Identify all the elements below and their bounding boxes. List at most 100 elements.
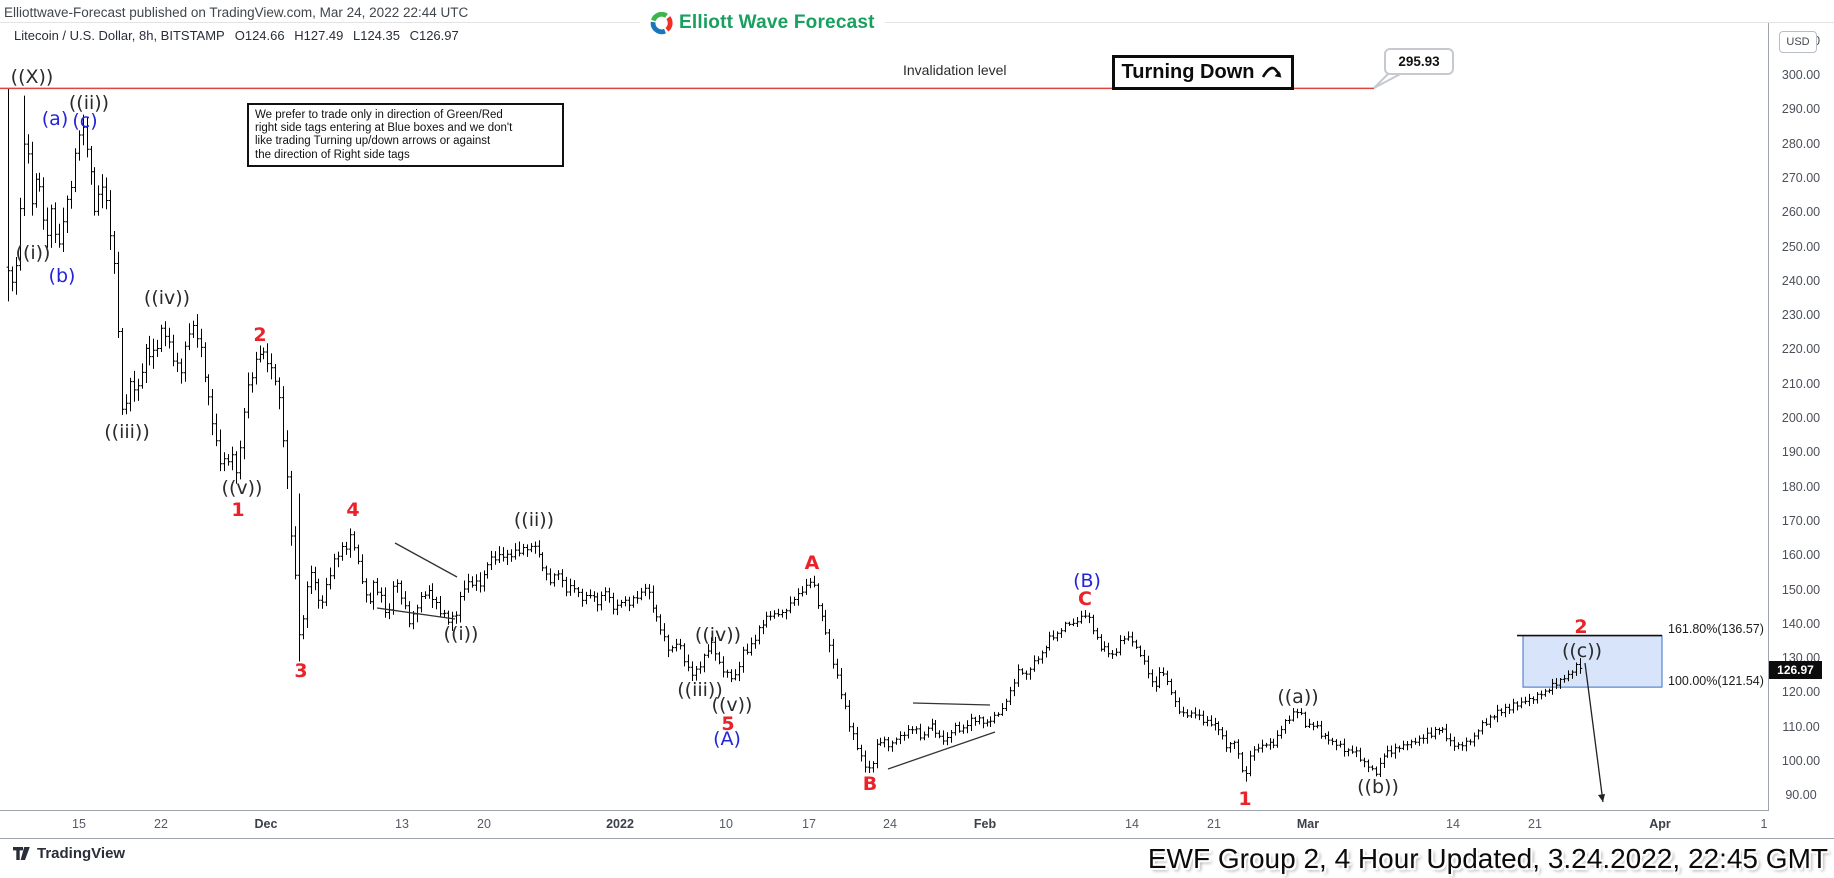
- current-price-badge: 126.97: [1769, 661, 1822, 679]
- price-axis-label: 260.00: [1781, 205, 1821, 220]
- triangle-lower-line: [887, 731, 996, 770]
- invalidation-level-label: Invalidation level: [903, 62, 1007, 78]
- note-line: right side tags entering at Blue boxes a…: [255, 122, 513, 135]
- wave-label: 4: [346, 499, 360, 521]
- wave-label: (c): [72, 110, 98, 132]
- time-axis-label: 24: [883, 817, 897, 831]
- wave-label: ((ii)): [68, 92, 110, 114]
- wave-label: ((v)): [221, 477, 263, 499]
- wave-label: (b): [48, 265, 76, 287]
- price-axis-label: 90.00: [1785, 788, 1817, 803]
- wedge-upper-line: [394, 542, 458, 578]
- time-axis-label: 1: [1760, 817, 1768, 831]
- price-axis-label: 160.00: [1781, 548, 1821, 563]
- wave-label: ((i)): [443, 623, 479, 645]
- wave-label: 3: [294, 660, 308, 682]
- price-axis-label: 240.00: [1781, 273, 1821, 288]
- wave-label: 1: [231, 499, 245, 521]
- ewf-logo-icon: [650, 11, 673, 35]
- fib-100-label: 100.00%(121.54): [1668, 674, 1764, 688]
- price-axis-label: 170.00: [1781, 513, 1821, 528]
- blue-box: [1522, 635, 1663, 688]
- time-axis-label: 17: [802, 817, 816, 831]
- wave-label: ((a)): [1277, 686, 1319, 708]
- tradingview-logo-text: TradingView: [37, 845, 126, 862]
- time-axis-label: Feb: [973, 817, 997, 831]
- wave-label: C: [1078, 588, 1092, 610]
- turning-down-arrow-icon: [1262, 64, 1284, 81]
- price-axis-label: 230.00: [1781, 308, 1821, 323]
- trading-note-box: We prefer to trade only in direction of …: [247, 103, 564, 167]
- note-line: the direction of Right side tags: [255, 148, 410, 161]
- header-separator: [0, 22, 1834, 23]
- wave-label: 5: [721, 713, 735, 735]
- price-axis-label: 250.00: [1781, 239, 1821, 254]
- time-axis-label: 21: [1528, 817, 1542, 831]
- tradingview-logo[interactable]: TradingView: [12, 845, 125, 862]
- wave-label: (a): [41, 108, 69, 130]
- time-axis[interactable]: 15 22 Dec 13 20 2022 10 17 24 Feb 14 21 Mar 14 21 Apr 1: [0, 811, 1834, 838]
- wave-label: ((ii)): [513, 509, 555, 531]
- wave-label: ((b)): [1357, 776, 1399, 798]
- price-axis-label: 150.00: [1781, 582, 1821, 597]
- price-axis-label: 140.00: [1781, 616, 1821, 631]
- time-axis-label: 14: [1446, 817, 1460, 831]
- wave-label: ((v)): [711, 694, 753, 716]
- wave-label: ((i)): [15, 242, 51, 264]
- tradingview-logo-icon: [12, 845, 31, 862]
- wedge-lower-line: [376, 607, 456, 620]
- time-axis-label: 10: [719, 817, 733, 831]
- wave-label: 1: [1238, 788, 1252, 810]
- price-axis-label: 280.00: [1781, 136, 1821, 151]
- fib-161-label: 161.80%(136.57): [1668, 622, 1764, 636]
- time-axis-label: 22: [154, 817, 168, 831]
- ohlc-bars: [6, 88, 1583, 782]
- published-line: Elliottwave-Forecast published on Tradin…: [4, 5, 469, 20]
- wave-label: ((iv)): [143, 287, 191, 309]
- time-axis-bottom-border: [0, 838, 1834, 839]
- time-axis-label: 21: [1207, 817, 1221, 831]
- time-axis-border: [0, 810, 1768, 811]
- price-axis-label: 190.00: [1781, 445, 1821, 460]
- wave-label: (B): [1073, 570, 1101, 592]
- wave-label: ((c)): [1561, 640, 1603, 662]
- price-axis-label: 100.00: [1781, 754, 1821, 768]
- turning-down-label: Turning Down: [1121, 61, 1255, 83]
- time-axis-label: 2022: [606, 817, 634, 831]
- price-axis-label: 180.00: [1781, 479, 1821, 494]
- time-axis-label: 13: [395, 817, 409, 831]
- wave-label: ((iii)): [104, 421, 150, 443]
- wave-label: 2: [1574, 616, 1588, 638]
- projection-arrow: [1584, 662, 1604, 803]
- price-axis-label: 120.00: [1781, 685, 1821, 700]
- projection-arrowhead: [1598, 794, 1605, 802]
- turning-down-box: Turning Down: [1112, 55, 1294, 90]
- wave-label: B: [862, 773, 878, 795]
- wave-label: (A): [713, 728, 741, 750]
- legend-ohlc: O124.66 H127.49 L124.35 C126.97: [234, 28, 459, 43]
- ewf-banner-text: EWF Group 2, 4 Hour Updated, 3.24.2022, …: [1147, 843, 1828, 874]
- time-axis-label: Mar: [1296, 817, 1320, 831]
- price-axis-label: 290.00: [1781, 102, 1821, 117]
- time-axis-label: Apr: [1649, 817, 1671, 831]
- time-axis-label: Dec: [254, 817, 278, 831]
- time-axis-label: 20: [477, 817, 491, 831]
- wave-label: ((iii)): [677, 679, 723, 701]
- time-axis-label: 14: [1125, 817, 1139, 831]
- wave-label: ((iv)): [694, 624, 742, 646]
- time-axis-label: 15: [72, 817, 86, 831]
- currency-usd-button[interactable]: USD: [1779, 31, 1817, 53]
- ewf-logo-text: Elliott Wave Forecast: [679, 12, 875, 33]
- chart-legend: Litecoin / U.S. Dollar, 8h, BITSTAMP O124…: [14, 28, 459, 43]
- price-axis-label: 200.00: [1781, 411, 1821, 425]
- wave-label: A: [804, 552, 820, 574]
- note-line: like trading Turning up/down arrows or a…: [255, 135, 491, 148]
- triangle-upper-line: [912, 702, 991, 706]
- price-axis-label: 270.00: [1781, 170, 1821, 185]
- invalidation-price-callout: 295.93: [1384, 48, 1454, 75]
- price-axis-label: 210.00: [1781, 376, 1821, 391]
- price-axis[interactable]: 310.00300.00290.00280.00270.00260.00250.…: [1768, 23, 1834, 810]
- wave-label: 2: [253, 324, 267, 346]
- note-line: We prefer to trade only in direction of …: [255, 109, 503, 121]
